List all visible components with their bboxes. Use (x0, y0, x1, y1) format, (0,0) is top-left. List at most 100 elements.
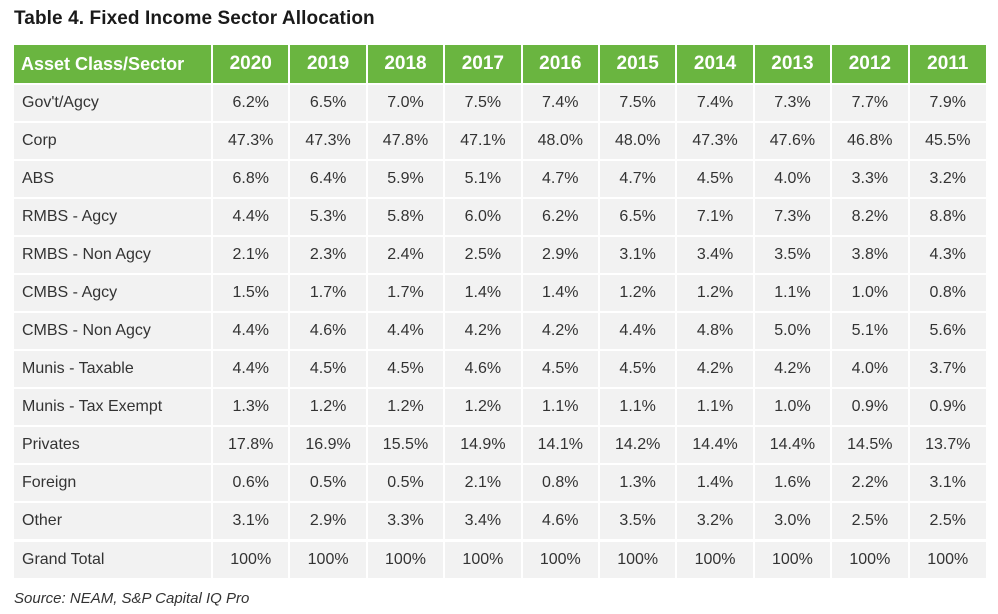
table-cell-value: 100% (289, 539, 368, 578)
column-header-year: 2017 (444, 45, 523, 84)
table-cell-value: 2.5% (908, 501, 986, 541)
table-row: Munis - Taxable 4.4% 4.5% 4.5% 4.6% 4.5% 4.5% 4… (14, 349, 986, 388)
column-header-year: 2020 (212, 45, 291, 84)
table-cell-value: 4.0% (831, 349, 910, 388)
table-cell-value: 4.2% (676, 349, 755, 388)
table-cell-value: 14.4% (676, 425, 755, 464)
table-cell-value: 13.7% (908, 425, 986, 464)
row-label: Munis - Tax Exempt (14, 387, 214, 426)
column-header-year: 2018 (366, 45, 446, 84)
table-row: Gov't/Agcy 6.2% 6.5% 7.0% 7.5% 7.4% 7.5% 7.4% 7.… (14, 83, 986, 122)
row-label: Munis - Taxable (14, 349, 214, 388)
column-header-year: 2014 (676, 45, 755, 84)
column-header-year: 2016 (521, 45, 600, 84)
source-note: Source: NEAM, S&P Capital IQ Pro (14, 590, 250, 607)
table-cell-value: 3.1% (212, 501, 291, 541)
table-cell-value: 4.4% (366, 311, 446, 350)
table-cell-value: 4.6% (521, 501, 600, 541)
table-cell-value: 3.4% (676, 235, 755, 274)
table-title: Table 4. Fixed Income Sector Allocation (14, 8, 375, 29)
table-cell-value: 1.7% (366, 273, 446, 312)
table-cell-value: 48.0% (598, 121, 678, 160)
table-cell-value: 3.5% (753, 235, 833, 274)
table-cell-value: 47.1% (444, 121, 523, 160)
table-cell-value: 7.4% (676, 83, 755, 122)
table-cell-value: 7.1% (676, 197, 755, 236)
table-cell-value: 7.5% (598, 83, 678, 122)
table-cell-value: 1.0% (753, 387, 833, 426)
column-header-year: 2011 (908, 45, 986, 84)
table-row: RMBS - Agcy 4.4% 5.3% 5.8% 6.0% 6.2% 6.5% 7.1% 7… (14, 197, 986, 236)
table-row: CMBS - Agcy 1.5% 1.7% 1.7% 1.4% 1.4% 1.2% 1.2% 1… (14, 273, 986, 312)
table-cell-value: 7.0% (366, 83, 446, 122)
table-cell-value: 5.6% (908, 311, 986, 350)
table-cell-value: 2.1% (212, 235, 291, 274)
table-cell-value: 5.9% (366, 159, 446, 198)
table-cell-value: 6.0% (444, 197, 523, 236)
table-cell-value: 1.2% (444, 387, 523, 426)
table-cell-value: 5.1% (831, 311, 910, 350)
table-cell-value: 4.2% (444, 311, 523, 350)
table-cell-value: 17.8% (212, 425, 291, 464)
sector-allocation-table: Asset Class/Sector 2020 2019 2018 2017 2… (14, 45, 986, 578)
table-cell-value: 14.2% (598, 425, 678, 464)
table-cell-value: 4.7% (598, 159, 678, 198)
table-cell-value: 8.2% (831, 197, 910, 236)
table-row: Other 3.1% 2.9% 3.3% 3.4% 4.6% 3.5% 3.2% 3.0% 2.5… (14, 501, 986, 541)
table-cell-value: 100% (676, 539, 755, 578)
table-cell-value: 100% (908, 539, 986, 578)
table-cell-value: 2.1% (444, 463, 523, 502)
table-row: Privates 17.8% 16.9% 15.5% 14.9% 14.1% 14.2% 14… (14, 425, 986, 464)
table-cell-value: 100% (753, 539, 833, 578)
table-cell-value: 0.9% (908, 387, 986, 426)
table-cell-value: 2.5% (444, 235, 523, 274)
table-cell-value: 6.8% (212, 159, 291, 198)
table-cell-value: 3.5% (598, 501, 678, 541)
table-cell-value: 3.8% (831, 235, 910, 274)
table-cell-value: 7.3% (753, 197, 833, 236)
table-cell-value: 1.2% (366, 387, 446, 426)
table-row: CMBS - Non Agcy 4.4% 4.6% 4.4% 4.2% 4.2% 4.4% 4… (14, 311, 986, 350)
row-label: ABS (14, 159, 214, 198)
column-header-year: 2013 (753, 45, 833, 84)
table-cell-value: 14.9% (444, 425, 523, 464)
table-cell-value: 100% (831, 539, 910, 578)
table-cell-value: 0.9% (831, 387, 910, 426)
table-cell-value: 47.3% (289, 121, 368, 160)
table-cell-value: 0.5% (366, 463, 446, 502)
table-cell-value: 4.3% (908, 235, 986, 274)
table-cell-value: 4.4% (212, 349, 291, 388)
table-cell-value: 7.5% (444, 83, 523, 122)
table-cell-value: 3.4% (444, 501, 523, 541)
table-cell-value: 2.3% (289, 235, 368, 274)
table-cell-value: 4.6% (444, 349, 523, 388)
table-cell-value: 100% (212, 539, 291, 578)
table-cell-value: 3.7% (908, 349, 986, 388)
table-cell-value: 3.3% (831, 159, 910, 198)
column-header-year: 2012 (831, 45, 910, 84)
table-body: Gov't/Agcy 6.2% 6.5% 7.0% 7.5% 7.4% 7.5% 7.4% 7.… (14, 83, 986, 578)
table-cell-value: 48.0% (521, 121, 600, 160)
column-header-asset-class: Asset Class/Sector (14, 45, 214, 84)
table-cell-value: 4.4% (212, 197, 291, 236)
table-cell-value: 4.4% (212, 311, 291, 350)
table-cell-value: 14.4% (753, 425, 833, 464)
column-header-year: 2015 (598, 45, 678, 84)
row-label: RMBS - Agcy (14, 197, 214, 236)
table-cell-value: 1.2% (676, 273, 755, 312)
table-cell-value: 15.5% (366, 425, 446, 464)
table-cell-value: 100% (521, 539, 600, 578)
row-label: RMBS - Non Agcy (14, 235, 214, 274)
table-cell-value: 1.2% (598, 273, 678, 312)
table-cell-value: 16.9% (289, 425, 368, 464)
table-cell-value: 14.5% (831, 425, 910, 464)
table-cell-value: 4.5% (598, 349, 678, 388)
column-header-year: 2019 (289, 45, 368, 84)
table-cell-value: 1.1% (753, 273, 833, 312)
table-cell-value: 100% (598, 539, 678, 578)
table-cell-value: 1.1% (676, 387, 755, 426)
row-label: Other (14, 501, 214, 541)
row-label: Gov't/Agcy (14, 83, 214, 122)
table-cell-value: 4.4% (598, 311, 678, 350)
table-cell-value: 1.3% (598, 463, 678, 502)
